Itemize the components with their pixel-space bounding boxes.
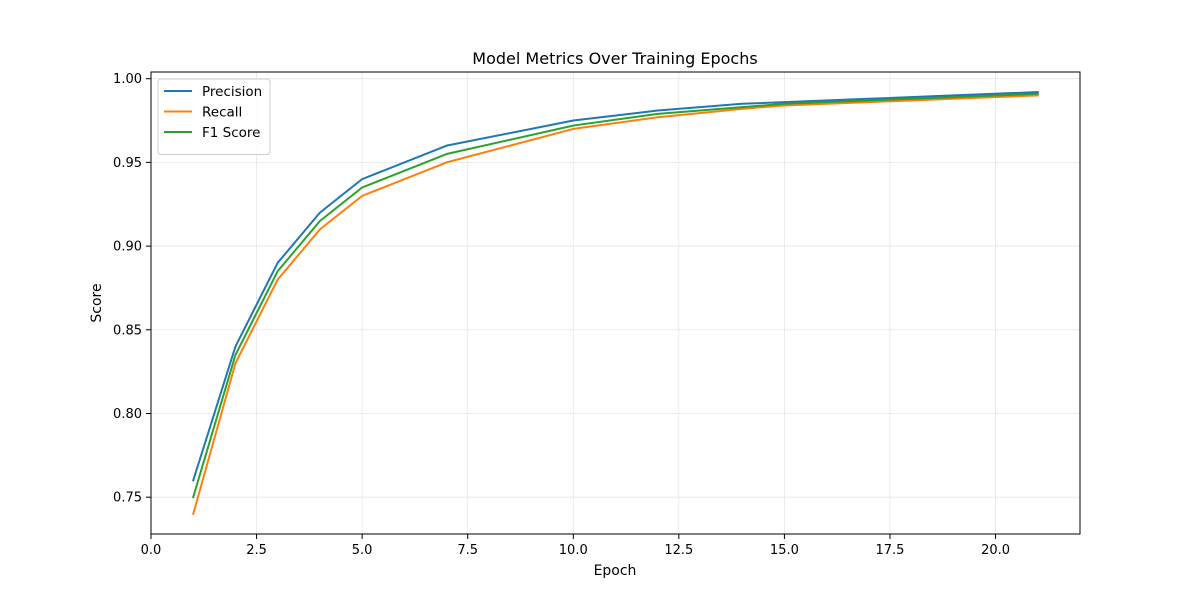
legend-box [157, 78, 271, 155]
y-tick-label: 1.00 [113, 72, 142, 87]
series-lines [191, 91, 1039, 516]
series-line-f1-score [191, 92, 1039, 499]
x-tick-label: 10.0 [559, 543, 588, 558]
series-line-precision [191, 91, 1039, 482]
chart-title: Model Metrics Over Training Epochs [472, 49, 757, 68]
x-axis-label: Epoch [594, 563, 637, 579]
legend: Precision Recall F1 Score [157, 78, 271, 155]
legend-label-precision: Precision [202, 84, 262, 100]
x-tick-label: 7.5 [457, 543, 478, 558]
x-tick-label: 0.0 [141, 543, 162, 558]
axis-ticks: 0.0 2.5 5.0 7.5 10.0 12.5 15.0 17.5 20.0 0.75 0.80… [113, 72, 1010, 558]
legend-label-f1-score: F1 Score [202, 125, 260, 141]
grid [150, 72, 1080, 534]
y-tick-label: 0.80 [113, 407, 142, 422]
x-tick-label: 15.0 [770, 543, 799, 558]
y-tick-label: 0.85 [113, 323, 142, 338]
legend-label-recall: Recall [202, 105, 242, 121]
x-tick-label: 2.5 [246, 543, 267, 558]
y-axis-label: Score [89, 283, 105, 322]
x-tick-label: 5.0 [352, 543, 373, 558]
x-tick-label: 20.0 [981, 543, 1010, 558]
plot-frame [150, 71, 1081, 535]
x-tick-label: 17.5 [876, 543, 905, 558]
y-tick-label: 0.75 [113, 491, 142, 506]
x-tick-label: 12.5 [664, 543, 693, 558]
y-tick-label: 0.95 [113, 156, 142, 171]
series-line-recall [191, 94, 1039, 516]
y-tick-label: 0.90 [113, 240, 142, 255]
